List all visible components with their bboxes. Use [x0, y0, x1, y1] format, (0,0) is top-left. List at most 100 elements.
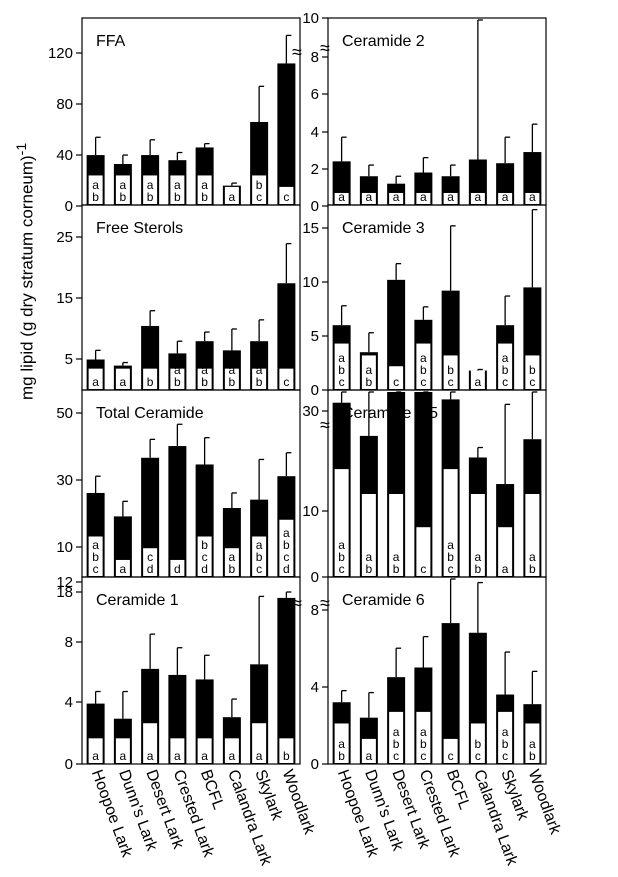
- significance-letter: b: [447, 550, 454, 564]
- bar-inset: [224, 548, 239, 576]
- x-tick-label: BCFL: [443, 768, 473, 812]
- significance-letter: d: [147, 562, 154, 576]
- bar-inset: [88, 738, 103, 763]
- significance-letter: a: [120, 178, 127, 192]
- bar-inset: [498, 711, 513, 763]
- significance-letter: a: [201, 749, 208, 763]
- significance-letter: a: [420, 725, 427, 739]
- bar-inset: [252, 723, 267, 763]
- significance-letter: a: [338, 538, 345, 552]
- bar-inset: [224, 738, 239, 763]
- bar: [441, 623, 460, 764]
- significance-letter: c: [529, 375, 535, 389]
- y-tick-label: 5: [65, 351, 73, 368]
- bar: [277, 63, 296, 206]
- y-tick-label: 12: [56, 574, 73, 591]
- significance-letter: a: [92, 375, 99, 389]
- significance-letter: b: [393, 562, 400, 576]
- bar-inset: [525, 192, 540, 204]
- significance-letter: b: [475, 562, 482, 576]
- y-tick-label: 15: [56, 290, 73, 307]
- significance-letter: d: [283, 562, 290, 576]
- significance-letter: d: [174, 562, 181, 576]
- bar-inset: [389, 192, 404, 204]
- significance-letter: b: [229, 375, 236, 389]
- significance-letter: a: [393, 190, 400, 204]
- y-tick-label: 30: [302, 403, 319, 420]
- bar-inset: [498, 527, 513, 576]
- significance-letter: c: [393, 749, 399, 763]
- significance-letter: a: [502, 725, 509, 739]
- x-tick-label: Woodlark: [279, 768, 318, 838]
- bar-inset: [525, 355, 540, 389]
- bar-inset: [443, 469, 458, 576]
- significance-letter: a: [338, 190, 345, 204]
- significance-letter: c: [393, 375, 399, 389]
- significance-letter: a: [174, 749, 181, 763]
- bar-inset: [443, 738, 458, 763]
- y-tick-label: 0: [311, 382, 319, 399]
- y-tick-label: 8: [311, 602, 319, 619]
- significance-letter: a: [256, 749, 263, 763]
- bar-inset: [143, 368, 158, 389]
- significance-letter: c: [93, 562, 99, 576]
- axis-break-mark: ≈: [292, 42, 302, 62]
- y-tick-label: 4: [311, 679, 319, 696]
- bar-inset: [416, 711, 431, 763]
- significance-letter: b: [92, 190, 99, 204]
- significance-letter: c: [147, 550, 153, 564]
- bar-inset: [88, 536, 103, 576]
- significance-letter: a: [366, 550, 373, 564]
- bar-inset: [115, 559, 130, 576]
- significance-letter: c: [283, 375, 289, 389]
- bar: [387, 279, 406, 390]
- significance-letter: a: [229, 749, 236, 763]
- bar-inset: [334, 192, 349, 204]
- significance-letter: a: [366, 190, 373, 204]
- bar-inset: [252, 175, 267, 204]
- bar-inset: [279, 368, 294, 389]
- significance-letter: a: [256, 538, 263, 552]
- bar-inset: [224, 186, 239, 204]
- bar: [277, 283, 296, 390]
- bar-inset: [170, 738, 185, 763]
- bar-inset: [224, 368, 239, 389]
- significance-letter: b: [529, 749, 536, 763]
- panel-frame: [327, 576, 547, 765]
- bar-inset: [361, 738, 376, 763]
- y-tick-label: 25: [56, 229, 73, 246]
- significance-letter: b: [120, 190, 127, 204]
- significance-letter: c: [283, 190, 289, 204]
- panel-frame: [81, 576, 301, 765]
- y-tick-label: 5: [311, 328, 319, 345]
- significance-letter: b: [201, 538, 208, 552]
- bar-inset: [416, 343, 431, 389]
- significance-letter: a: [529, 190, 536, 204]
- bar-inset: [252, 536, 267, 576]
- significance-letter: a: [502, 190, 509, 204]
- significance-letter: a: [502, 562, 509, 576]
- y-tick-label: 50: [56, 405, 73, 422]
- significance-letter: b: [338, 550, 345, 564]
- y-tick-label: 40: [56, 147, 73, 164]
- significance-letter: c: [339, 375, 345, 389]
- significance-letter: b: [393, 737, 400, 751]
- significance-letter: b: [283, 538, 290, 552]
- significance-letter: b: [366, 375, 373, 389]
- bar-inset: [470, 192, 485, 204]
- significance-letter: a: [393, 550, 400, 564]
- significance-letter: c: [256, 562, 262, 576]
- significance-letter: b: [502, 737, 509, 751]
- significance-letter: a: [147, 178, 154, 192]
- significance-letter: d: [201, 562, 208, 576]
- significance-letter: c: [448, 749, 454, 763]
- significance-letter: b: [502, 363, 509, 377]
- significance-letter: a: [229, 363, 236, 377]
- axis-break-mark: ≈: [320, 415, 330, 435]
- significance-letter: a: [338, 737, 345, 751]
- significance-letter: b: [529, 363, 536, 377]
- bar-inset: [197, 536, 212, 576]
- bar-inset: [389, 494, 404, 576]
- y-tick-label: 0: [65, 756, 73, 773]
- panel-title: Ceramide 2: [342, 33, 425, 50]
